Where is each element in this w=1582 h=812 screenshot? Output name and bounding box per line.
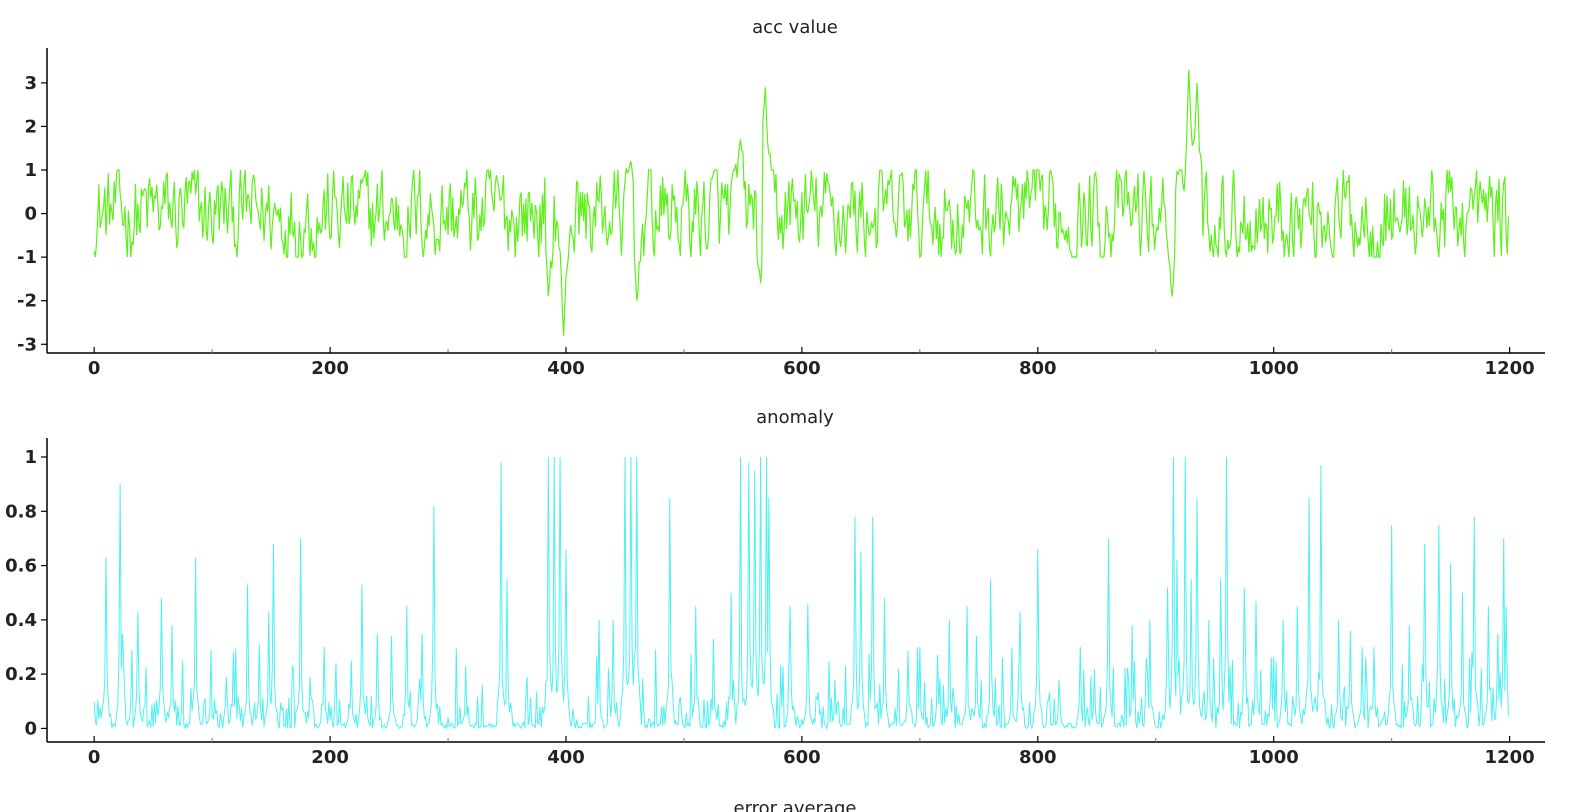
chart-title: acc value [752, 17, 838, 38]
y-tick-label: 0.2 [5, 664, 37, 685]
y-tick-label: -3 [17, 334, 37, 355]
y-tick-label: 0 [24, 718, 37, 739]
x-tick-label: 1200 [1485, 358, 1535, 379]
y-tick-label: 0 [24, 204, 37, 225]
y-tick-label: 0.4 [5, 610, 37, 631]
x-tick-label: 0 [88, 747, 101, 768]
x-tick-label: 600 [783, 358, 821, 379]
chart-title: error average [734, 798, 857, 812]
x-tick-label: 1000 [1249, 747, 1299, 768]
chart-acc-value: acc value 3 2 1 0 -1 -2 -3 0 200 400 600 800 1000 12… [17, 17, 1545, 379]
x-tick-label: 800 [1019, 358, 1057, 379]
chart-error-average: error average [734, 798, 857, 812]
x-tick-label: 200 [311, 358, 349, 379]
y-tick-label: 3 [24, 73, 37, 94]
y-tick-label: 1 [24, 160, 37, 181]
chart-anomaly: anomaly 1 0.8 0.6 0.4 0.2 0 0 200 400 600 800 1000… [5, 407, 1545, 768]
x-tick-label: 1000 [1249, 358, 1299, 379]
x-tick-label: 200 [311, 747, 349, 768]
x-tick-label: 400 [547, 747, 585, 768]
series-anomaly [93, 456, 1509, 731]
series-acc-value [93, 69, 1510, 336]
y-tick-label: -2 [17, 291, 37, 312]
x-tick-label: 0 [88, 358, 101, 379]
y-tick-label: -1 [17, 247, 37, 268]
y-tick-label: 0.8 [5, 501, 37, 522]
x-tick-label: 600 [783, 747, 821, 768]
y-tick-label: 2 [24, 116, 37, 137]
y-tick-label: 0.6 [5, 556, 37, 577]
x-tick-label: 1200 [1485, 747, 1535, 768]
x-tick-label: 800 [1019, 747, 1057, 768]
x-tick-label: 400 [547, 358, 585, 379]
y-tick-label: 1 [24, 447, 37, 468]
chart-title: anomaly [756, 407, 834, 428]
